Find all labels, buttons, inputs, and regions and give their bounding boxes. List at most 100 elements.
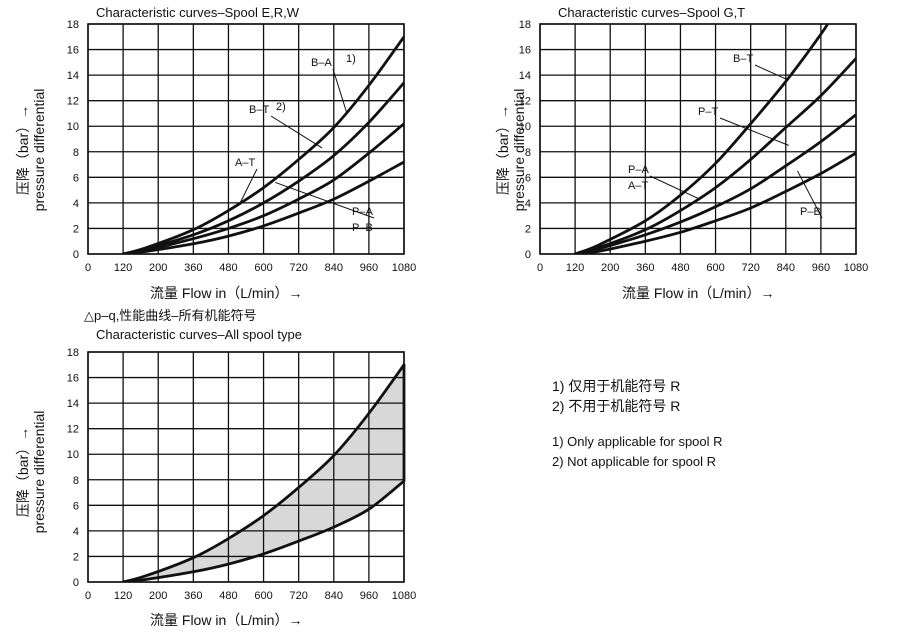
x-tick-label: 960 [360, 590, 378, 602]
label-leader [649, 175, 700, 200]
plot-frame [87, 23, 405, 255]
y-tick-label: 2 [525, 223, 531, 235]
chart-2: 0 120 200 360 480 600 720 840 960 1080 0 2 4 6 8 10 12 14… [495, 5, 868, 301]
y-axis-label-en: pressure differential [31, 411, 47, 534]
x-tick-label: 0 [85, 262, 91, 274]
chart-pretitle: △p–q,性能曲线–所有机能符号 [84, 308, 257, 323]
note-cn-1: 1) 仅用于机能符号 R [552, 378, 681, 394]
x-tick-label: 480 [219, 590, 237, 602]
series-label: P–A [352, 206, 373, 218]
y-tick-label: 12 [519, 96, 531, 108]
y-tick-label: 8 [73, 147, 79, 159]
y-axis-label-en: pressure differential [31, 89, 47, 212]
x-tick-label: 120 [114, 262, 132, 274]
x-tick-label: 720 [289, 262, 307, 274]
series-line [121, 35, 404, 254]
x-axis-label: 流量 Flow in（L/min）→ [622, 285, 774, 301]
y-tick-label: 2 [73, 551, 79, 563]
plot-frame [539, 23, 857, 255]
x-tick-label: 960 [360, 262, 378, 274]
chart-title: Characteristic curves–Spool E,R,W [96, 5, 300, 20]
series-label: B–A [311, 57, 332, 69]
series-line [121, 160, 404, 254]
lower-bound-line [121, 479, 404, 582]
x-tick-label: 1080 [392, 590, 416, 602]
series-note: 1) [346, 53, 356, 65]
y-tick-label: 18 [67, 19, 79, 31]
y-tick-label: 12 [67, 96, 79, 108]
note-en-1: 1) Only applicable for spool R [552, 434, 723, 449]
y-axis-label-cn: 压降（bar）→ [15, 105, 31, 195]
y-tick-label: 0 [525, 249, 531, 261]
y-tick-label: 8 [73, 475, 79, 487]
chart-1: 0 120 200 360 480 600 720 840 960 1080 0 2 4 6 8 10 12 14… [15, 5, 416, 301]
y-tick-label: 14 [67, 398, 79, 410]
x-tick-label: 200 [601, 262, 619, 274]
y-tick-label: 16 [519, 45, 531, 57]
x-tick-label: 600 [254, 262, 272, 274]
y-tick-label: 0 [73, 577, 79, 589]
y-tick-label: 14 [519, 70, 531, 82]
x-tick-label: 0 [85, 590, 91, 602]
x-tick-label: 480 [219, 262, 237, 274]
series-label: P–T [698, 106, 718, 118]
label-leader [239, 168, 258, 204]
x-tick-label: 200 [149, 590, 167, 602]
label-leader [270, 115, 323, 149]
y-tick-label: 0 [73, 249, 79, 261]
label-leader [332, 68, 348, 114]
series-label: B–T [733, 53, 753, 65]
series-line [121, 81, 404, 254]
y-tick-label: 6 [73, 172, 79, 184]
y-tick-label: 16 [67, 373, 79, 385]
y-axis-label: 压降（bar）→ pressure differential [15, 89, 47, 212]
x-tick-label: 1080 [844, 262, 868, 274]
y-tick-label: 18 [519, 19, 531, 31]
x-tick-label: 960 [812, 262, 830, 274]
y-tick-label: 16 [67, 45, 79, 57]
series-note: 2) [276, 101, 286, 113]
x-tick-label: 360 [184, 590, 202, 602]
series-line [573, 113, 856, 254]
x-tick-label: 1080 [392, 262, 416, 274]
label-leader [754, 64, 786, 80]
chart-title: Characteristic curves–All spool type [96, 327, 302, 342]
y-tick-label: 10 [67, 449, 79, 461]
series-label: P–A [628, 164, 649, 176]
x-tick-label: 360 [636, 262, 654, 274]
curves [121, 363, 404, 582]
x-tick-label: 480 [671, 262, 689, 274]
chart-title: Characteristic curves–Spool G,T [558, 5, 745, 20]
series-label: B–T [249, 104, 269, 116]
series-line [573, 57, 856, 254]
y-tick-label: 10 [519, 121, 531, 133]
x-tick-label: 600 [706, 262, 724, 274]
x-tick-label: 840 [325, 262, 343, 274]
x-tick-label: 360 [184, 262, 202, 274]
series-line [573, 24, 830, 254]
x-tick-label: 840 [777, 262, 795, 274]
label-leader [719, 117, 789, 146]
x-tick-label: 120 [114, 590, 132, 602]
y-tick-label: 12 [67, 424, 79, 436]
x-tick-label: 720 [741, 262, 759, 274]
note-cn-2: 2) 不用于机能符号 R [552, 398, 681, 414]
y-tick-label: 2 [73, 223, 79, 235]
upper-bound-line [121, 363, 404, 582]
x-tick-label: 600 [254, 590, 272, 602]
label-leader [275, 181, 375, 219]
series-label: P–B [352, 222, 373, 234]
y-tick-label: 14 [67, 70, 79, 82]
chart-3: 0 120 200 360 480 600 720 840 960 1080 0 2 4 6 8 10 12 14… [15, 308, 416, 628]
x-tick-label: 840 [325, 590, 343, 602]
y-tick-label: 6 [525, 172, 531, 184]
curves [573, 24, 856, 254]
y-tick-label: 8 [525, 147, 531, 159]
y-tick-label: 4 [73, 526, 79, 538]
series-line [573, 151, 856, 254]
curves [121, 35, 404, 254]
y-tick-label: 4 [525, 198, 531, 210]
series-label: A–T [235, 157, 255, 169]
note-en-2: 2) Not applicable for spool R [552, 454, 717, 469]
